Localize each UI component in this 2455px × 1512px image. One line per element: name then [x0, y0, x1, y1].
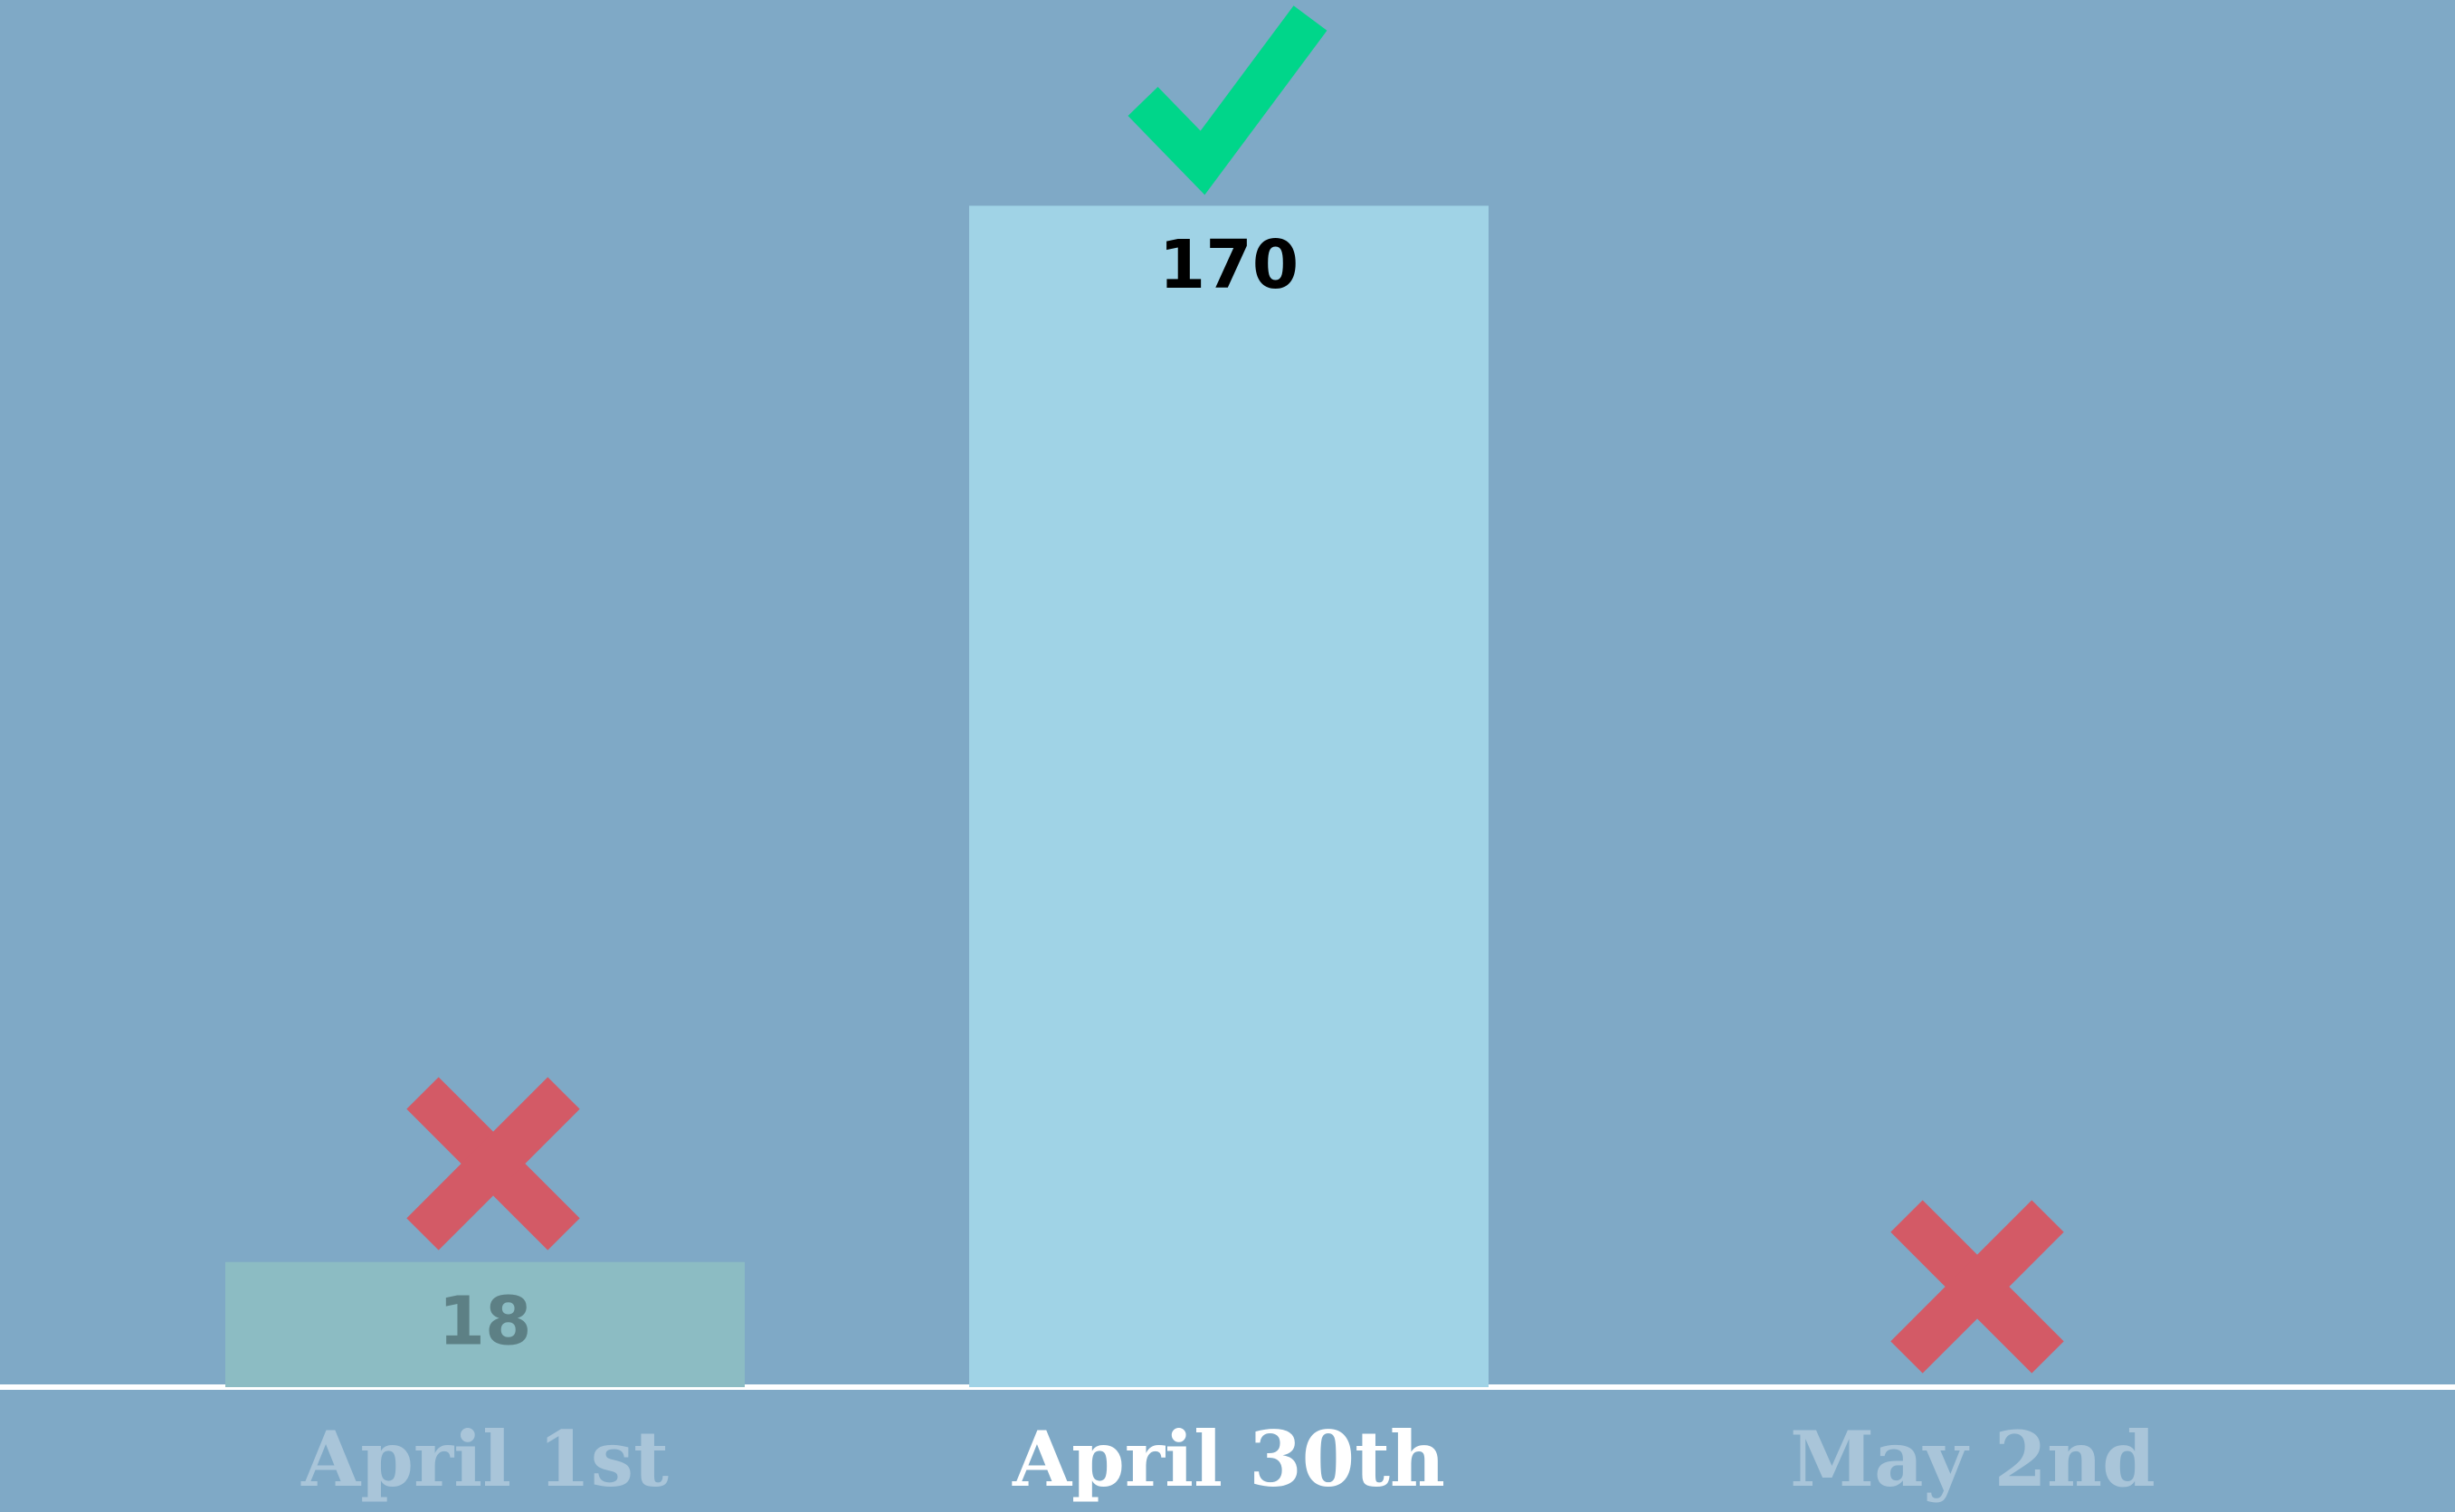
cross-icon [406, 1077, 580, 1250]
x-tick-label: April 30th [1012, 1414, 1445, 1504]
value-label: 170 [1159, 226, 1299, 304]
value-label: 18 [439, 1282, 532, 1360]
check-stroke [1128, 5, 1327, 195]
cross-stroke [1890, 1200, 2064, 1374]
cross-icon [1890, 1200, 2064, 1374]
bar [225, 1261, 745, 1387]
check-icon [1128, 5, 1327, 195]
cross-stroke [406, 1077, 580, 1250]
bar [969, 205, 1489, 1387]
x-tick-label: May 2nd [1790, 1414, 2155, 1504]
x-tick-label: April 1st [300, 1414, 669, 1504]
